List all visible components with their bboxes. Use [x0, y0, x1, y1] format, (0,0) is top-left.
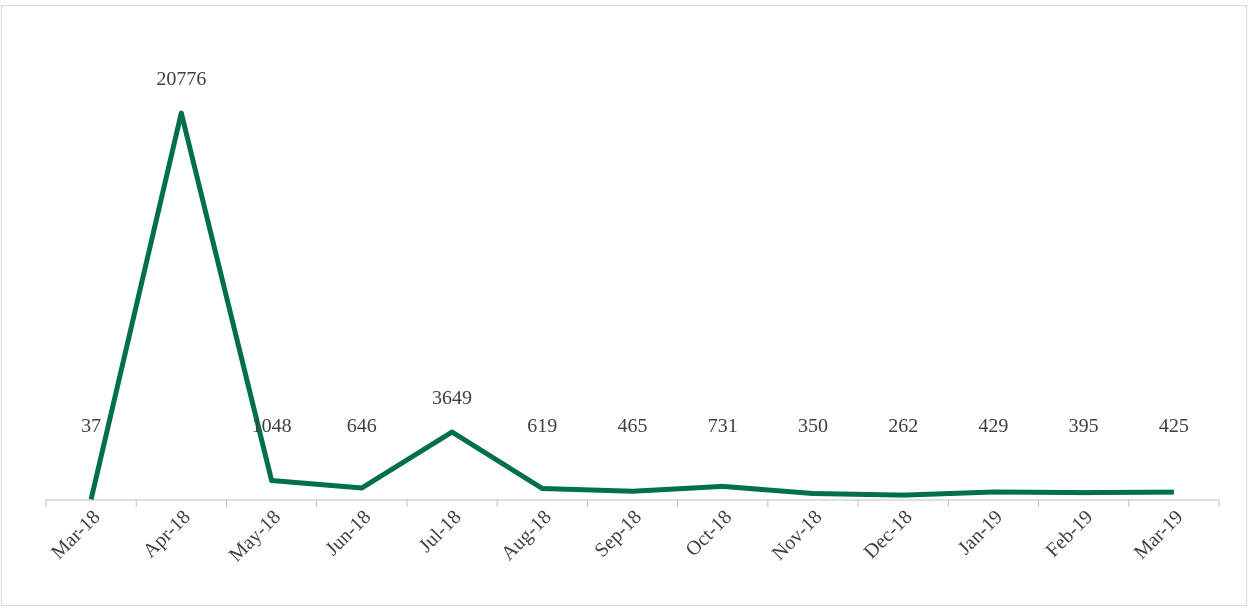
- data-label: 395: [1069, 415, 1099, 437]
- data-label: 1048: [252, 415, 292, 437]
- data-label: 731: [708, 415, 738, 437]
- data-label: 465: [618, 415, 648, 437]
- data-label: 20776: [156, 68, 206, 90]
- data-label: 37: [81, 415, 101, 437]
- data-label: 262: [888, 415, 918, 437]
- data-label: 429: [978, 415, 1008, 437]
- data-label: 350: [798, 415, 828, 437]
- data-label: 3649: [432, 387, 472, 409]
- data-label: 619: [527, 415, 557, 437]
- data-label: 425: [1159, 415, 1189, 437]
- line: [88, 110, 1174, 500]
- data-label: 646: [347, 415, 377, 437]
